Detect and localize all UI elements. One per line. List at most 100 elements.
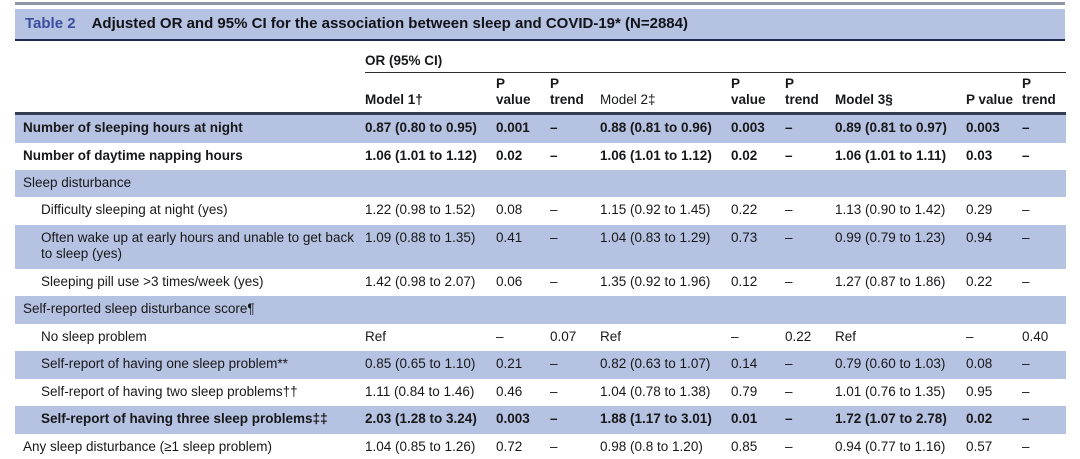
value-cell: 0.003	[731, 113, 785, 143]
value-cell: –	[550, 202, 558, 218]
value-cell: 0.02	[496, 147, 523, 163]
value-cell: 1.15 (0.92 to 1.45)	[600, 202, 711, 218]
col-header-empty	[15, 72, 365, 116]
value-cell: 0.02	[731, 147, 758, 163]
value-cell: 1.22 (0.98 to 1.52)	[365, 202, 476, 218]
value-cell: 0.40	[1022, 328, 1049, 344]
table-row: Any sleep disturbance (≥1 sleep problem)…	[15, 433, 1067, 459]
value-cell: –	[1022, 202, 1030, 218]
table-row: No sleep problem Ref – 0.07 Ref – 0.22 Ref – 0.40	[15, 324, 1066, 351]
col-header-ptrend3: P trend	[1022, 72, 1067, 116]
value-cell: –	[785, 406, 835, 434]
value-cell: 0.94	[966, 224, 1022, 269]
row-label: Often wake up at early hours and unable …	[15, 224, 365, 269]
table-row: Self-report of having two sleep problems…	[15, 379, 1066, 406]
value-cell: 0.98 (0.8 to 1.20)	[600, 433, 731, 459]
value-cell: 0.82 (0.63 to 1.07)	[600, 351, 731, 379]
value-cell: 0.79 (0.60 to 1.03)	[835, 351, 966, 379]
table-body: Number of sleeping hours at night 0.87 (0…	[15, 113, 1067, 459]
value-cell: –	[785, 147, 793, 163]
value-cell: 1.88 (1.17 to 3.01)	[600, 406, 731, 434]
value-cell: 0.12	[731, 273, 758, 289]
table-row: Often wake up at early hours and unable …	[15, 224, 1067, 269]
value-cell: 1.27 (0.87 to 1.86)	[835, 273, 946, 289]
value-cell: 0.07	[550, 328, 577, 344]
value-cell: –	[1022, 224, 1067, 269]
value-cell: 1.06 (1.01 to 1.12)	[600, 147, 712, 163]
value-cell: –	[496, 328, 504, 344]
value-cell: 0.001	[496, 113, 550, 143]
row-label: Self-report of having three sleep proble…	[15, 406, 365, 434]
value-cell: 0.14	[731, 351, 785, 379]
value-cell: 0.01	[731, 406, 785, 434]
value-cell: 1.04 (0.78 to 1.38)	[600, 383, 711, 399]
col-header-pvalue3: P value	[966, 72, 1022, 116]
value-cell: –	[785, 202, 793, 218]
table-title-text: Adjusted OR and 95% CI for the associati…	[91, 15, 688, 32]
value-cell: 0.85	[731, 433, 785, 459]
value-cell: –	[550, 273, 558, 289]
table-title-bar: Table 2 Adjusted OR and 95% CI for the a…	[15, 9, 1065, 41]
value-cell: 1.06 (1.01 to 1.11)	[835, 147, 947, 163]
value-cell: 0.79	[731, 383, 758, 399]
value-cell: –	[785, 383, 793, 399]
top-rule	[15, 2, 1065, 5]
table-row: Number of sleeping hours at night 0.87 (0…	[15, 113, 1067, 143]
section-row: Self-reported sleep disturbance score¶	[15, 296, 1067, 324]
table-row: Sleeping pill use >3 times/week (yes) 1.4…	[15, 269, 1066, 296]
value-cell: 0.03	[966, 147, 993, 163]
value-cell: –	[550, 433, 600, 459]
row-label: Sleeping pill use >3 times/week (yes)	[41, 273, 264, 289]
section-label: Self-reported sleep disturbance score¶	[15, 296, 1067, 324]
value-cell: –	[966, 328, 974, 344]
value-cell: 0.22	[731, 202, 758, 218]
value-cell: –	[731, 328, 739, 344]
row-label: Any sleep disturbance (≥1 sleep problem)	[15, 433, 365, 459]
table-row: Self-report of having one sleep problem*…	[15, 351, 1067, 379]
value-cell: 0.06	[496, 273, 523, 289]
value-cell: –	[785, 113, 835, 143]
value-cell: 0.41	[496, 224, 550, 269]
row-label: Difficulty sleeping at night (yes)	[41, 202, 228, 218]
results-table: OR (95% CI) Model 1† P value P trend Mod…	[15, 50, 1067, 459]
table-row: Self-report of having three sleep proble…	[15, 406, 1067, 434]
value-cell: 0.85 (0.65 to 1.10)	[365, 351, 496, 379]
value-cell: –	[550, 224, 600, 269]
value-cell: 0.87 (0.80 to 0.95)	[365, 113, 496, 143]
section-row: Sleep disturbance	[15, 169, 1067, 198]
value-cell: 1.42 (0.98 to 2.07)	[365, 273, 476, 289]
value-cell: 0.08	[966, 351, 1022, 379]
value-cell: –	[1022, 273, 1030, 289]
value-cell: 1.09 (0.88 to 1.35)	[365, 224, 496, 269]
row-label: Number of sleeping hours at night	[15, 113, 365, 143]
value-cell: Ref	[835, 328, 857, 344]
table-row: Difficulty sleeping at night (yes) 1.22 (…	[15, 197, 1066, 224]
col-header-pvalue1: P value	[496, 72, 550, 116]
value-cell: 1.72 (1.07 to 2.78)	[835, 406, 966, 434]
value-cell: –	[550, 113, 600, 143]
section-label: Sleep disturbance	[15, 169, 1067, 198]
value-cell: –	[785, 433, 835, 459]
value-cell: 0.46	[496, 383, 523, 399]
value-cell: 0.73	[731, 224, 785, 269]
value-cell: –	[785, 351, 835, 379]
value-cell: 1.35 (0.92 to 1.96)	[600, 273, 711, 289]
column-header-row: Model 1† P value P trend Model 2‡ P valu…	[15, 72, 1067, 116]
value-cell: 1.13 (0.90 to 1.42)	[835, 202, 946, 218]
value-cell: –	[785, 224, 835, 269]
col-header-ptrend2: P trend	[785, 72, 835, 116]
value-cell: 0.72	[496, 433, 550, 459]
col-header-model3: Model 3§	[835, 72, 966, 116]
table-number-label: Table 2	[25, 15, 76, 32]
value-cell: –	[1022, 351, 1067, 379]
value-cell: 1.06 (1.01 to 1.12)	[365, 147, 477, 163]
col-header-ptrend1: P trend	[550, 72, 600, 116]
col-header-model2: Model 2‡	[600, 72, 731, 116]
value-cell: –	[1022, 113, 1067, 143]
value-cell: Ref	[600, 328, 622, 344]
col-header-pvalue2: P value	[731, 72, 785, 116]
value-cell: 0.94 (0.77 to 1.16)	[835, 433, 966, 459]
value-cell: 0.08	[496, 202, 523, 218]
value-cell: 0.22	[966, 273, 993, 289]
